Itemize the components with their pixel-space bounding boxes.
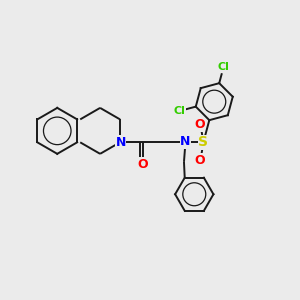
Text: O: O: [194, 118, 205, 131]
Text: O: O: [138, 158, 148, 171]
Text: Cl: Cl: [218, 62, 230, 72]
Text: Cl: Cl: [174, 106, 185, 116]
Text: N: N: [116, 136, 126, 149]
Text: O: O: [194, 154, 205, 166]
Text: S: S: [198, 135, 208, 149]
Text: N: N: [180, 135, 190, 148]
